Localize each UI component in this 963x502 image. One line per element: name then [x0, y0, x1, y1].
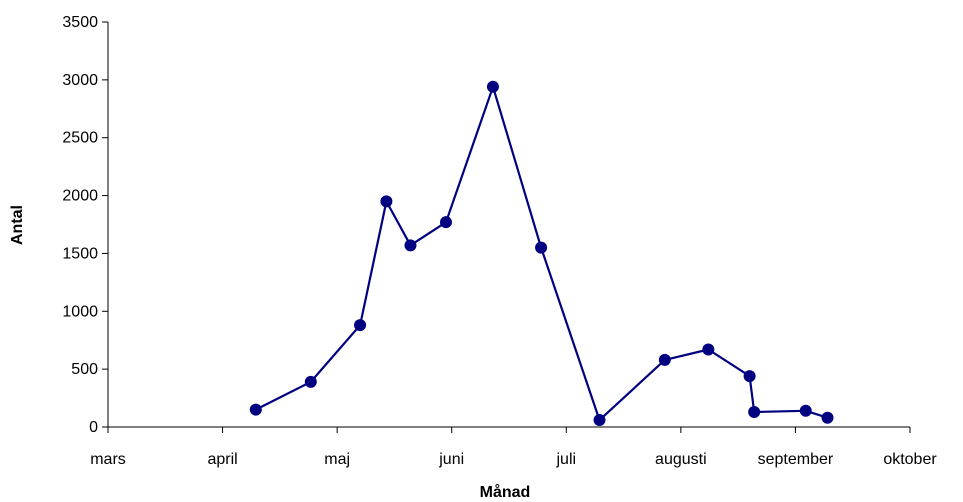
- x-tick-label: maj: [324, 451, 350, 468]
- y-tick-label: 3500: [62, 14, 98, 31]
- data-point: [439, 216, 452, 229]
- data-point: [304, 375, 317, 388]
- data-point: [743, 370, 756, 383]
- x-tick-label: juni: [438, 451, 464, 468]
- y-tick-label: 3000: [62, 72, 98, 89]
- data-point: [380, 195, 393, 208]
- data-point: [658, 353, 671, 366]
- y-axis-ticks: 0 500 1000 1500 2000 2500 3000 3500: [62, 14, 108, 436]
- data-point: [702, 343, 715, 356]
- data-point: [404, 239, 417, 252]
- series-layer: [249, 80, 834, 427]
- y-axis-label: Antal: [9, 205, 26, 245]
- data-point: [821, 411, 834, 424]
- data-point: [593, 414, 606, 427]
- x-axis-label: Månad: [480, 483, 531, 501]
- x-tick-label: augusti: [655, 451, 707, 468]
- y-tick-label: 0: [89, 419, 98, 436]
- data-point: [748, 405, 761, 418]
- x-tick-label: mars: [90, 451, 126, 468]
- data-point: [486, 80, 499, 93]
- y-tick-label: 500: [71, 361, 98, 378]
- y-tick-label: 2500: [62, 130, 98, 147]
- data-point: [535, 241, 548, 254]
- x-tick-label: september: [758, 451, 834, 468]
- data-point: [799, 404, 812, 417]
- y-tick-label: 1000: [62, 303, 98, 320]
- y-tick-label: 1500: [62, 245, 98, 262]
- x-axis-ticks: mars april maj juni juli augusti september okto…: [90, 427, 937, 468]
- data-point: [354, 319, 367, 332]
- x-tick-label: oktober: [883, 451, 937, 468]
- data-point: [249, 403, 262, 416]
- x-tick-label: juli: [556, 451, 577, 468]
- y-tick-label: 2000: [62, 188, 98, 205]
- x-tick-label: april: [207, 451, 237, 468]
